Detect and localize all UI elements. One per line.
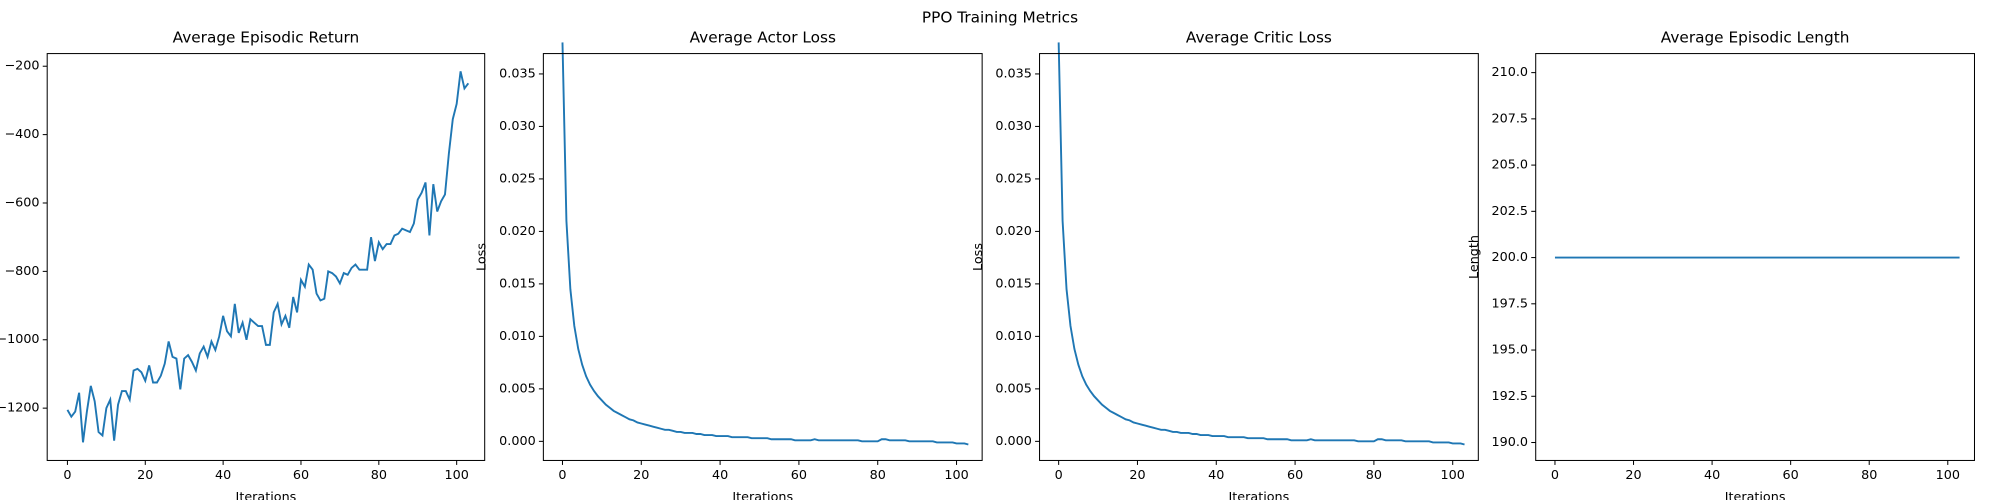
y-tick-label: 192.5	[1492, 389, 1529, 404]
y-axis-label: Loss	[475, 243, 490, 271]
y-tick-label: 0.035	[995, 66, 1032, 81]
axes-frame	[46, 53, 486, 461]
axes-frame	[1039, 53, 1479, 461]
y-tick-label: 202.5	[1492, 204, 1529, 219]
x-tick-label: 0	[1055, 468, 1063, 483]
subplot-title: Average Actor Loss	[690, 29, 836, 47]
y-tick-label: 0.010	[995, 329, 1032, 344]
y-tick-label: 197.5	[1492, 296, 1529, 311]
x-tick-label: 80	[371, 468, 387, 483]
x-tick-label: 40	[1208, 468, 1224, 483]
y-tick-label: 0.005	[995, 381, 1032, 396]
x-tick-label: 80	[1366, 468, 1382, 483]
x-tick-label: 20	[137, 468, 153, 483]
y-tick-label: 0.020	[995, 224, 1032, 239]
y-tick-label: 0.030	[995, 119, 1032, 134]
y-tick-label: 0.025	[995, 171, 1032, 186]
y-axis-label: Loss	[971, 243, 986, 271]
y-tick-label: 0.015	[499, 276, 536, 291]
data-line	[66, 71, 470, 443]
x-axis-label: Iterations	[236, 490, 297, 500]
y-tick-label: −200	[5, 59, 40, 74]
axes-frame	[1535, 53, 1975, 461]
subplot-title: Average Episodic Length	[1661, 29, 1850, 47]
x-axis-label: Iterations	[732, 490, 793, 500]
x-tick-label: 40	[1704, 468, 1720, 483]
x-tick-label: 100	[944, 468, 968, 483]
x-tick-label: 40	[712, 468, 728, 483]
x-tick-label: 60	[1783, 468, 1799, 483]
x-tick-label: 80	[870, 468, 886, 483]
y-tick-label: −400	[5, 127, 40, 142]
x-tick-label: 80	[1861, 468, 1877, 483]
y-tick-label: 207.5	[1492, 111, 1529, 126]
y-tick-label: −1200	[0, 401, 40, 416]
y-tick-label: 0.035	[499, 66, 536, 81]
x-tick-label: 100	[444, 468, 468, 483]
figure-title: PPO Training Metrics	[922, 8, 1078, 26]
y-tick-label: 205.0	[1492, 158, 1529, 173]
x-tick-label: 20	[1129, 468, 1145, 483]
x-tick-label: 100	[1936, 468, 1960, 483]
y-tick-label: −800	[5, 264, 40, 279]
x-tick-label: 60	[791, 468, 807, 483]
y-tick-label: 0.030	[499, 119, 536, 134]
x-axis-label: Iterations	[1725, 490, 1786, 500]
subplot-title: Average Critic Loss	[1186, 29, 1332, 47]
x-tick-label: 0	[63, 468, 71, 483]
x-tick-label: 0	[558, 468, 566, 483]
y-tick-label: 0.025	[499, 171, 536, 186]
y-tick-label: −1000	[0, 332, 40, 347]
y-tick-label: 195.0	[1492, 343, 1529, 358]
x-tick-label: 20	[1625, 468, 1641, 483]
x-tick-label: 60	[293, 468, 309, 483]
y-tick-label: 0.005	[499, 381, 536, 396]
data-line	[561, 42, 969, 446]
x-tick-label: 0	[1551, 468, 1559, 483]
y-tick-label: 200.0	[1492, 250, 1529, 265]
axes-frame	[542, 53, 983, 461]
y-tick-label: −600	[5, 195, 40, 210]
data-line	[1057, 42, 1465, 446]
y-tick-label: 0.015	[995, 276, 1032, 291]
x-tick-label: 100	[1441, 468, 1465, 483]
x-tick-label: 20	[633, 468, 649, 483]
y-tick-label: 0.000	[499, 434, 536, 449]
y-tick-label: 210.0	[1492, 65, 1529, 80]
y-tick-label: 0.000	[995, 434, 1032, 449]
y-tick-label: 190.0	[1492, 435, 1529, 450]
x-axis-label: Iterations	[1229, 490, 1290, 500]
y-axis-label: Length	[1467, 235, 1482, 279]
x-tick-label: 40	[215, 468, 231, 483]
subplot-title: Average Episodic Return	[173, 29, 360, 47]
x-tick-label: 60	[1287, 468, 1303, 483]
y-tick-label: 0.020	[499, 224, 536, 239]
y-tick-label: 0.010	[499, 329, 536, 344]
